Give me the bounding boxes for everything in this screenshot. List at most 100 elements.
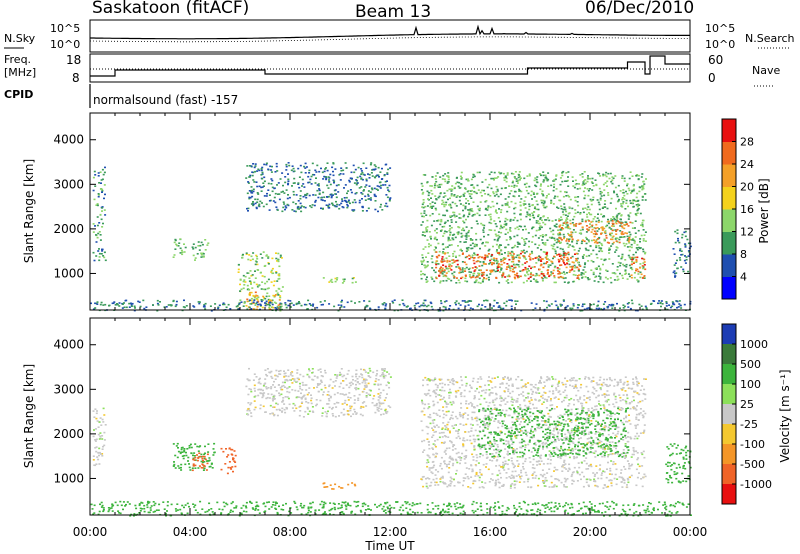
heatmap-cell <box>481 242 484 245</box>
heatmap-cell <box>588 212 590 214</box>
heatmap-cell <box>482 261 485 264</box>
heatmap-cell <box>601 229 604 231</box>
heatmap-cell <box>580 274 583 276</box>
heatmap-cell <box>679 249 681 252</box>
heatmap-cell <box>622 191 625 194</box>
heatmap-cell <box>422 259 425 262</box>
heatmap-cell <box>250 412 253 414</box>
heatmap-cell <box>533 211 535 213</box>
heatmap-cell <box>254 198 257 201</box>
heatmap-cell <box>513 264 516 266</box>
heatmap-cell <box>624 435 626 438</box>
heatmap-cell <box>450 379 453 381</box>
heatmap-cell <box>457 266 460 268</box>
heatmap-cell <box>567 238 570 241</box>
heatmap-cell <box>535 208 538 211</box>
heatmap-cell <box>522 249 525 252</box>
heatmap-cell <box>420 182 423 185</box>
heatmap-cell <box>254 260 257 262</box>
heatmap-cell <box>478 269 481 271</box>
heatmap-cell <box>640 176 643 178</box>
heatmap-cell <box>324 387 327 389</box>
heatmap-cell <box>536 281 539 283</box>
heatmap-cell <box>533 217 536 219</box>
heatmap-cell <box>190 446 193 449</box>
heatmap-cell <box>272 306 275 309</box>
heatmap-cell <box>525 182 528 185</box>
heatmap-cell <box>548 305 551 307</box>
heatmap-cell <box>431 207 433 209</box>
heatmap-cell <box>312 194 315 196</box>
heatmap-cell <box>312 303 315 306</box>
heatmap-cell <box>510 305 513 308</box>
heatmap-cell <box>476 276 479 278</box>
heatmap-cell <box>619 272 621 275</box>
heatmap-cell <box>450 244 453 246</box>
heatmap-cell <box>531 227 533 230</box>
heatmap-cell <box>206 460 208 462</box>
heatmap-cell <box>349 405 352 407</box>
noise-right-label: N.Search <box>745 32 795 45</box>
heatmap-cell <box>478 255 481 258</box>
heatmap-cell <box>434 481 437 484</box>
heatmap-cell <box>426 383 429 386</box>
heatmap-cell <box>508 229 511 231</box>
heatmap-cell <box>422 199 425 201</box>
heatmap-cell <box>507 388 510 391</box>
heatmap-cell <box>517 376 520 378</box>
heatmap-cell <box>96 303 99 305</box>
heatmap-cell <box>94 307 97 309</box>
heatmap-cell <box>660 305 662 308</box>
heatmap-cell <box>518 179 521 181</box>
heatmap-cell <box>571 245 574 247</box>
heatmap-cell <box>596 238 599 240</box>
heatmap-cell <box>507 243 510 246</box>
heatmap-cell <box>463 195 466 197</box>
heatmap-cell <box>250 415 253 418</box>
heatmap-cell <box>615 246 618 248</box>
heatmap-cell <box>199 445 202 447</box>
heatmap-cell <box>333 181 335 184</box>
heatmap-cell <box>364 380 367 382</box>
heatmap-cell <box>422 174 425 176</box>
heatmap-cell <box>429 203 432 205</box>
heatmap-cell <box>95 438 98 441</box>
heatmap-cell <box>261 177 264 180</box>
heatmap-cell <box>618 238 621 241</box>
heatmap-cell <box>268 209 271 211</box>
heatmap-cell <box>610 484 613 487</box>
heatmap-cell <box>590 181 593 183</box>
heatmap-cell <box>340 306 343 308</box>
heatmap-cell <box>369 197 372 199</box>
heatmap-cell <box>227 303 230 306</box>
heatmap-cell <box>258 185 261 188</box>
noise-tick-left-bottom: 10^0 <box>50 38 80 51</box>
heatmap-cell <box>284 381 286 384</box>
heatmap-cell <box>327 195 330 198</box>
heatmap-cell <box>447 237 450 239</box>
heatmap-cell <box>382 389 385 392</box>
heatmap-cell <box>625 420 627 423</box>
heatmap-cell <box>281 286 284 288</box>
heatmap-cell <box>457 279 460 281</box>
colorbar-segment <box>722 231 736 255</box>
heatmap-cell <box>591 391 594 394</box>
heatmap-cell <box>517 259 520 262</box>
heatmap-cell <box>310 183 313 185</box>
heatmap-cell <box>683 231 686 234</box>
heatmap-cell <box>452 253 455 255</box>
heatmap-cell <box>227 466 230 469</box>
heatmap-cell <box>224 463 227 465</box>
heatmap-cell <box>543 473 546 476</box>
power-colorbar-label: Power [dB] <box>757 178 771 243</box>
heatmap-cell <box>381 372 384 374</box>
heatmap-cell <box>643 261 646 263</box>
heatmap-cell <box>679 248 682 250</box>
heatmap-cell <box>481 224 484 226</box>
heatmap-cell <box>179 238 182 240</box>
heatmap-cell <box>535 200 538 202</box>
heatmap-cell <box>222 303 224 306</box>
heatmap-cell <box>566 259 568 261</box>
heatmap-cell <box>421 304 424 307</box>
heatmap-cell <box>442 280 445 282</box>
